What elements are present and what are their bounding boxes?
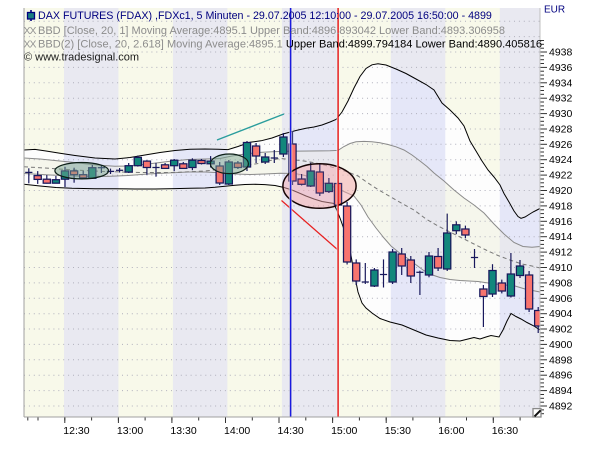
svg-text:4892: 4892 — [549, 401, 573, 413]
svg-text:13:00: 13:00 — [117, 425, 143, 437]
svg-text:4914: 4914 — [549, 231, 573, 243]
svg-text:16:00: 16:00 — [438, 425, 464, 437]
svg-text:4936: 4936 — [549, 62, 573, 74]
svg-text:15:30: 15:30 — [385, 425, 411, 437]
svg-text:14:30: 14:30 — [278, 425, 304, 437]
svg-text:XX: XX — [24, 39, 37, 51]
svg-text:EUR: EUR — [544, 5, 565, 16]
svg-text:15:00: 15:00 — [331, 425, 357, 437]
svg-text:4908: 4908 — [549, 277, 573, 289]
svg-text:XX: XX — [24, 25, 37, 37]
svg-text:16:30: 16:30 — [492, 425, 518, 437]
svg-text:4896: 4896 — [549, 370, 573, 382]
svg-text:4916: 4916 — [549, 216, 573, 228]
svg-text:BBD(2) [Close, 20, 2.618] Movi: BBD(2) [Close, 20, 2.618] Moving Average… — [38, 39, 542, 51]
svg-text:4920: 4920 — [549, 185, 573, 197]
svg-text:4902: 4902 — [549, 324, 573, 336]
svg-text:4898: 4898 — [549, 354, 573, 366]
svg-text:4924: 4924 — [549, 154, 573, 166]
svg-text:13:30: 13:30 — [170, 425, 196, 437]
svg-text:4894: 4894 — [549, 385, 573, 397]
svg-text:4926: 4926 — [549, 139, 573, 151]
svg-text:4912: 4912 — [549, 247, 573, 259]
svg-text:4938: 4938 — [549, 47, 573, 59]
svg-text:4906: 4906 — [549, 293, 573, 305]
svg-text:4930: 4930 — [549, 108, 573, 120]
svg-text:DAX FUTURES (FDAX) ,FDXc1, 5 M: DAX FUTURES (FDAX) ,FDXc1, 5 Minuten - 2… — [38, 10, 492, 22]
svg-text:4922: 4922 — [549, 170, 573, 182]
svg-text:4900: 4900 — [549, 339, 573, 351]
svg-text:BBD [Close, 20, 1] Moving Aver: BBD [Close, 20, 1] Moving Average:4895.1… — [38, 25, 505, 37]
svg-text:4928: 4928 — [549, 124, 573, 136]
svg-text:4934: 4934 — [549, 77, 573, 89]
svg-text:12:30: 12:30 — [63, 425, 89, 437]
svg-text:© www.tradesignal.com: © www.tradesignal.com — [24, 52, 139, 64]
svg-text:14:00: 14:00 — [224, 425, 250, 437]
svg-text:4932: 4932 — [549, 93, 573, 105]
svg-text:4904: 4904 — [549, 308, 573, 320]
svg-text:4910: 4910 — [549, 262, 573, 274]
svg-text:4918: 4918 — [549, 200, 573, 212]
